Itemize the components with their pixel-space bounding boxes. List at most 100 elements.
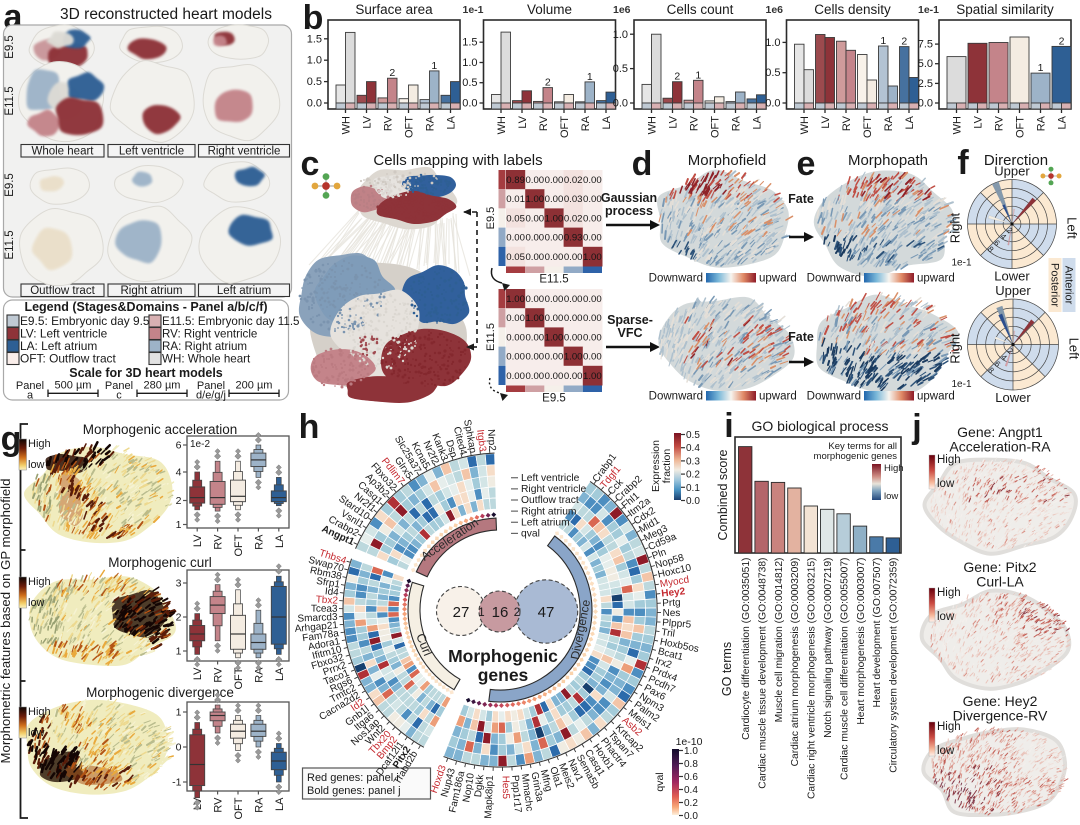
svg-text:1.0: 1.0 [462,57,477,69]
svg-text:Notch signaling pathway (GO:00: Notch signaling pathway (GO:0007219) [823,558,834,738]
svg-text:1e-10: 1e-10 [676,736,703,748]
svg-text:Lower: Lower [994,269,1030,284]
svg-text:WH: WH [799,116,811,134]
svg-text:b: b [303,0,324,37]
svg-text:0.2: 0.2 [686,470,700,481]
svg-text:Fate: Fate [788,192,814,206]
svg-text:Gaussian: Gaussian [601,191,657,205]
svg-text:0.00: 0.00 [545,252,564,263]
svg-text:upward: upward [759,273,797,285]
svg-text:Id4: Id4 [324,586,339,598]
svg-text:Dsp: Dsp [443,439,459,460]
svg-text:Divergence-RV: Divergence-RV [953,708,1048,724]
svg-text:E11.5: E11.5 [485,323,497,351]
svg-text:0.2: 0.2 [684,798,698,809]
svg-text:0.02: 0.02 [564,175,583,186]
svg-text:0.4: 0.4 [684,785,698,796]
svg-text:WH: WH [496,116,508,134]
svg-text:Nes: Nes [662,608,680,619]
svg-text:1.00: 1.00 [564,352,583,363]
svg-text:Cardiac right ventricle morpho: Cardiac right ventricle morphogenesis (G… [807,558,818,800]
svg-text:High: High [28,438,51,450]
svg-text:OFT: OFT [404,116,416,138]
svg-text:Lower: Lower [995,390,1031,405]
svg-text:E11.5: E11.5 [4,230,16,259]
svg-text:0.05: 0.05 [506,252,525,263]
svg-text:0.00: 0.00 [525,233,544,244]
svg-text:4: 4 [176,467,182,479]
svg-text:fraction: fraction [661,449,673,484]
svg-text:Posterior: Posterior [1049,263,1061,307]
svg-text:RA: RA [883,115,895,131]
svg-text:Acceleration-RA: Acceleration-RA [949,439,1051,455]
svg-text:0.5: 0.5 [613,63,628,75]
svg-text:OFT: OFT [710,116,722,138]
svg-text:High: High [28,706,51,718]
svg-text:Plppr5: Plppr5 [662,617,692,630]
svg-text:RV: RV [213,797,225,813]
svg-text:0.00: 0.00 [525,332,544,343]
svg-text:LV: LV [362,115,374,128]
svg-text:LV: LV [192,534,204,547]
svg-text:GO terms: GO terms [720,642,734,696]
svg-text:Cardiocyte differentiation (GO: Cardiocyte differentiation (GO:0035051) [741,558,752,740]
svg-text:Left ventricle: Left ventricle [521,473,580,484]
svg-text:2: 2 [1006,346,1016,356]
svg-text:0.0: 0.0 [613,98,628,110]
svg-text:-1: -1 [172,777,181,789]
svg-text:low: low [884,491,898,502]
svg-text:RA: RA [425,115,437,131]
svg-text:0.0: 0.0 [307,98,322,110]
svg-text:RV: RV [538,115,550,131]
svg-text:WH: WH [952,116,964,134]
svg-text:LA: LA [1057,115,1069,129]
svg-text:Combined score: Combined score [716,449,730,540]
svg-text:e: e [797,145,816,183]
svg-text:Cardiac muscle cell differenti: Cardiac muscle cell differentiation (GO:… [839,558,850,780]
svg-text:1.00: 1.00 [545,332,564,343]
svg-text:Right ventricle: Right ventricle [521,484,587,495]
svg-text:LV: Left ventricle: LV: Left ventricle [20,327,108,341]
svg-text:Myocd: Myocd [659,575,690,591]
svg-text:1.0: 1.0 [307,55,322,67]
svg-text:0.05: 0.05 [506,213,525,224]
svg-text:1.00: 1.00 [525,313,544,324]
svg-text:OFT: Outflow tract: OFT: Outflow tract [20,352,116,366]
svg-text:0.0: 0.0 [918,98,933,110]
svg-text:1.0: 1.0 [684,746,698,757]
svg-text:OFT: OFT [559,116,571,138]
svg-text:Morphofield: Morphofield [688,152,766,169]
svg-text:Irx2: Irx2 [654,656,674,672]
svg-text:Left: Left [1065,217,1080,239]
svg-text:d/e/g/j: d/e/g/j [196,390,226,402]
svg-text:Cells mapping with labels: Cells mapping with labels [373,152,542,169]
svg-text:E9.5: E9.5 [4,35,16,59]
svg-text:LV: LV [192,667,204,680]
svg-text:genes: genes [478,665,529,685]
svg-text:0.5: 0.5 [765,67,780,79]
svg-text:Fate: Fate [788,330,814,344]
svg-text:c: c [301,145,320,183]
svg-text:g: g [1,420,22,458]
svg-text:LA: LA [274,797,286,811]
svg-text:2: 2 [176,495,182,507]
svg-text:0.00: 0.00 [506,313,525,324]
svg-text:RV: RV [841,115,853,131]
svg-text:upward: upward [759,391,797,403]
svg-text:Muscle cell migration (GO:0014: Muscle cell migration (GO:0014812) [774,558,785,723]
svg-text:47: 47 [538,604,555,621]
svg-text:Cells density: Cells density [814,2,891,17]
svg-text:E9.5: E9.5 [4,173,16,197]
svg-text:0.00: 0.00 [545,194,564,205]
svg-text:Prtg: Prtg [662,597,681,609]
svg-text:0.00: 0.00 [564,252,583,263]
svg-text:Left atrium: Left atrium [217,285,271,297]
svg-text:Downward: Downward [807,273,861,285]
svg-text:upward: upward [917,391,955,403]
svg-text:Surface area: Surface area [355,2,433,17]
svg-text:4: 4 [999,353,1009,363]
svg-text:0.8: 0.8 [684,759,698,770]
svg-text:RA: RA [253,797,265,813]
svg-text:upward: upward [917,273,955,285]
svg-text:E9.5: E9.5 [485,207,497,230]
